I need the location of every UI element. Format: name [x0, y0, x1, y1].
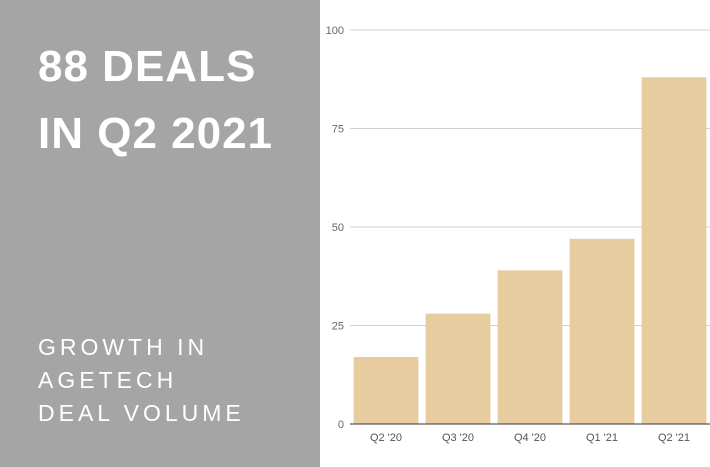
bar	[497, 270, 563, 424]
bar	[641, 77, 707, 424]
y-tick-label: 75	[332, 124, 344, 136]
y-axis-ticks: 0 25 50 75 100	[326, 25, 344, 431]
subtitle-line-3: DEAL VOLUME	[38, 400, 245, 426]
y-tick-label: 100	[326, 25, 344, 37]
y-tick-label: 25	[332, 321, 344, 333]
y-tick-label: 50	[332, 222, 344, 234]
x-tick-label: Q2 '20	[370, 432, 402, 444]
headline-line-2: IN Q2 2021	[38, 109, 274, 158]
x-tick-label: Q2 '21	[658, 432, 690, 444]
y-tick-label: 0	[338, 419, 344, 431]
headline-panel: 88 DEALS IN Q2 2021 GROWTH IN AGETECH DE…	[0, 0, 320, 467]
subtitle-line-2: AGETECH	[38, 367, 178, 393]
bar	[353, 357, 419, 424]
x-tick-label: Q1 '21	[586, 432, 618, 444]
x-axis-labels: Q2 '20 Q3 '20 Q4 '20 Q1 '21 Q2 '21	[370, 432, 690, 444]
x-tick-label: Q4 '20	[514, 432, 546, 444]
subtitle-line-1: GROWTH IN	[38, 334, 209, 360]
bar	[425, 313, 491, 424]
bar	[569, 238, 635, 424]
x-tick-label: Q3 '20	[442, 432, 474, 444]
headline-line-1: 88 DEALS	[38, 42, 257, 91]
bars	[353, 77, 707, 424]
